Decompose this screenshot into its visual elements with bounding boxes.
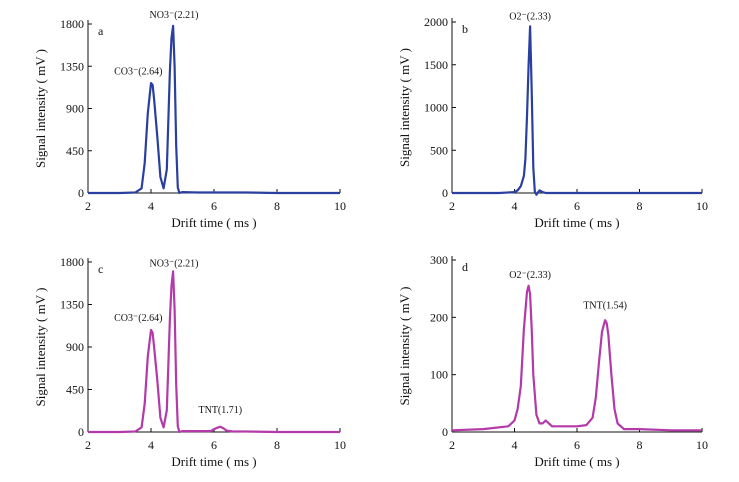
x-tick-label: 6 bbox=[211, 199, 217, 213]
peak-annotation: O2⁻(2.33) bbox=[509, 270, 551, 281]
signal-series-line bbox=[452, 25, 702, 196]
panel-c: 2 4 6 8 10 0 450 900 1350 1800 Drift time ( ms ) Si… bbox=[33, 255, 346, 469]
y-tick-label: 200 bbox=[430, 310, 448, 324]
x-tick-label: 6 bbox=[574, 438, 580, 452]
x-tick-label: 2 bbox=[85, 438, 91, 452]
y-tick-label: 0 bbox=[442, 186, 448, 200]
y-axis-label: Signal intensity ( mV ) bbox=[397, 48, 412, 167]
x-tick-label: 10 bbox=[696, 199, 708, 213]
panel-label: c bbox=[98, 262, 103, 276]
x-axis-label: Drift time ( ms ) bbox=[534, 454, 619, 469]
x-tick-label: 4 bbox=[512, 438, 518, 452]
peak-annotation: CO3⁻(2.64) bbox=[114, 66, 162, 77]
x-tick-label: 4 bbox=[512, 199, 518, 213]
y-tick-label: 100 bbox=[430, 368, 448, 382]
signal-series-line bbox=[88, 270, 340, 434]
x-tick-label: 6 bbox=[574, 199, 580, 213]
y-tick-label: 0 bbox=[78, 186, 84, 200]
panel-label: d bbox=[462, 260, 468, 274]
y-tick-label: 450 bbox=[66, 383, 84, 397]
x-tick-label: 2 bbox=[85, 199, 91, 213]
peak-annotation: TNT(1.71) bbox=[198, 405, 242, 416]
y-tick-label: 0 bbox=[78, 425, 84, 439]
peak-annotation: TNT(1.54) bbox=[583, 300, 627, 311]
panel-b: 2 4 6 8 10 0 500 1000 1500 2000 Drift time ( ms ) S… bbox=[397, 11, 708, 230]
x-tick-label: 2 bbox=[449, 438, 455, 452]
y-tick-label: 1000 bbox=[424, 101, 448, 115]
y-tick-label: 900 bbox=[66, 102, 84, 116]
x-axis-label: Drift time ( ms ) bbox=[534, 215, 619, 230]
signal-series-line bbox=[88, 24, 340, 195]
panel-label: a bbox=[98, 24, 104, 38]
x-tick-label: 2 bbox=[449, 199, 455, 213]
peak-annotation: O2⁻(2.33) bbox=[509, 11, 551, 22]
y-tick-label: 1500 bbox=[424, 58, 448, 72]
y-tick-label: 1350 bbox=[60, 298, 84, 312]
y-tick-label: 1800 bbox=[60, 255, 84, 269]
peak-annotation: NO3⁻(2.21) bbox=[150, 10, 199, 21]
x-tick-label: 6 bbox=[211, 438, 217, 452]
y-axis-label: Signal intensity ( mV ) bbox=[33, 288, 48, 407]
y-tick-label: 0 bbox=[442, 425, 448, 439]
x-tick-label: 10 bbox=[334, 438, 346, 452]
x-tick-label: 8 bbox=[274, 199, 280, 213]
signal-series-line bbox=[451, 284, 702, 432]
panel-label: b bbox=[462, 22, 468, 36]
x-tick-label: 8 bbox=[637, 438, 643, 452]
x-axis-label: Drift time ( ms ) bbox=[171, 454, 256, 469]
peak-annotation: NO3⁻(2.21) bbox=[150, 258, 199, 269]
x-tick-label: 10 bbox=[334, 199, 346, 213]
x-tick-label: 8 bbox=[637, 199, 643, 213]
y-tick-label: 300 bbox=[430, 253, 448, 267]
peak-annotation: CO3⁻(2.64) bbox=[114, 313, 162, 324]
x-tick-label: 10 bbox=[696, 438, 708, 452]
y-tick-label: 1800 bbox=[60, 17, 84, 31]
y-tick-label: 2000 bbox=[424, 15, 448, 29]
x-tick-label: 4 bbox=[148, 199, 154, 213]
y-tick-label: 450 bbox=[66, 144, 84, 158]
y-tick-label: 1350 bbox=[60, 59, 84, 73]
x-axis-label: Drift time ( ms ) bbox=[171, 215, 256, 230]
y-axis-label: Signal intensity ( mV ) bbox=[33, 49, 48, 168]
panel-a: 2 4 6 8 10 0 450 900 1350 1800 Drift time ( ms ) Si… bbox=[33, 10, 346, 230]
x-tick-label: 4 bbox=[148, 438, 154, 452]
y-tick-label: 500 bbox=[430, 143, 448, 157]
x-tick-label: 8 bbox=[274, 438, 280, 452]
y-tick-label: 900 bbox=[66, 340, 84, 354]
y-axis-label: Signal intensity ( mV ) bbox=[397, 287, 412, 406]
